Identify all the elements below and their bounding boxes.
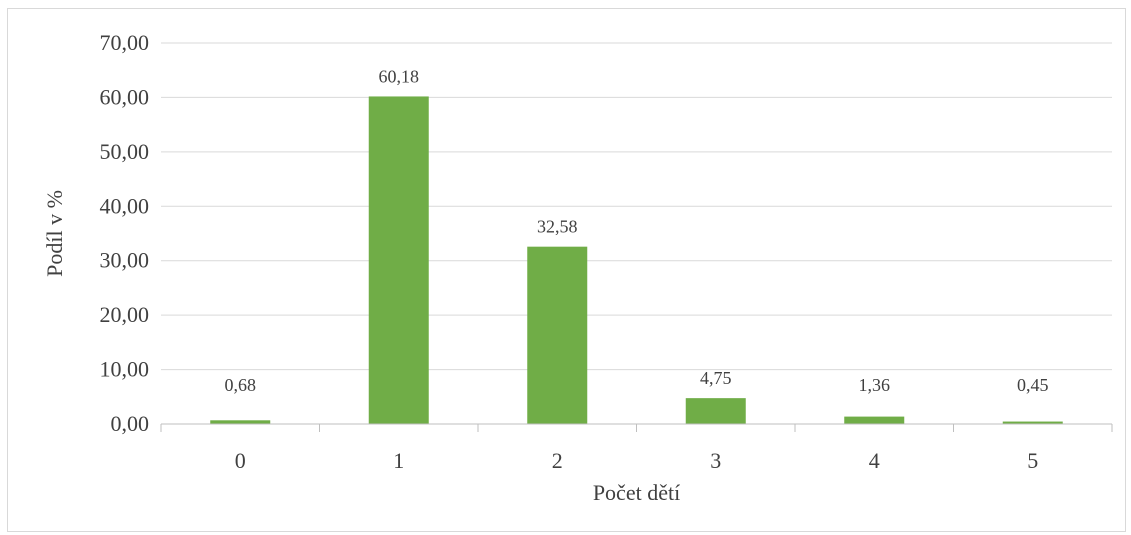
y-tick-label: 60,00 (100, 84, 150, 109)
data-labels: 0,68 60,18 32,58 4,75 1,36 0,45 (225, 66, 1049, 395)
bar (210, 420, 271, 424)
bars (210, 96, 1063, 425)
x-tick-label: 5 (1027, 448, 1038, 473)
x-axis (160, 423, 1113, 432)
bar (685, 398, 746, 424)
y-tick-label: 30,00 (100, 248, 150, 273)
bar (527, 246, 588, 424)
data-label: 1,36 (859, 375, 891, 395)
y-tick-label: 10,00 (100, 357, 150, 382)
data-label: 0,68 (225, 375, 257, 395)
y-tick-label: 0,00 (111, 411, 150, 436)
bar (368, 96, 429, 425)
bar (1002, 421, 1063, 424)
x-tick-labels: 0 1 2 3 4 5 (235, 448, 1039, 473)
y-tick-label: 40,00 (100, 193, 150, 218)
x-tick-label: 0 (235, 448, 246, 473)
y-tick-label: 20,00 (100, 302, 150, 327)
x-tick-label: 2 (552, 448, 563, 473)
y-tick-label: 50,00 (100, 139, 150, 164)
y-tick-labels: 0,00 10,00 20,00 30,00 40,00 50,00 60,00 70,00 (100, 30, 150, 436)
data-label: 4,75 (700, 368, 732, 388)
y-tick-label: 70,00 (100, 30, 150, 55)
data-label: 32,58 (537, 217, 578, 237)
x-axis-title: Počet dětí (593, 480, 680, 505)
x-tick-label: 3 (710, 448, 721, 473)
data-label: 0,45 (1017, 375, 1049, 395)
x-tick-label: 4 (869, 448, 880, 473)
y-axis-title: Podíl v % (42, 190, 67, 277)
data-label: 60,18 (379, 66, 420, 86)
gridlines (161, 42, 1112, 371)
bar (844, 416, 905, 424)
x-tick-label: 1 (393, 448, 404, 473)
